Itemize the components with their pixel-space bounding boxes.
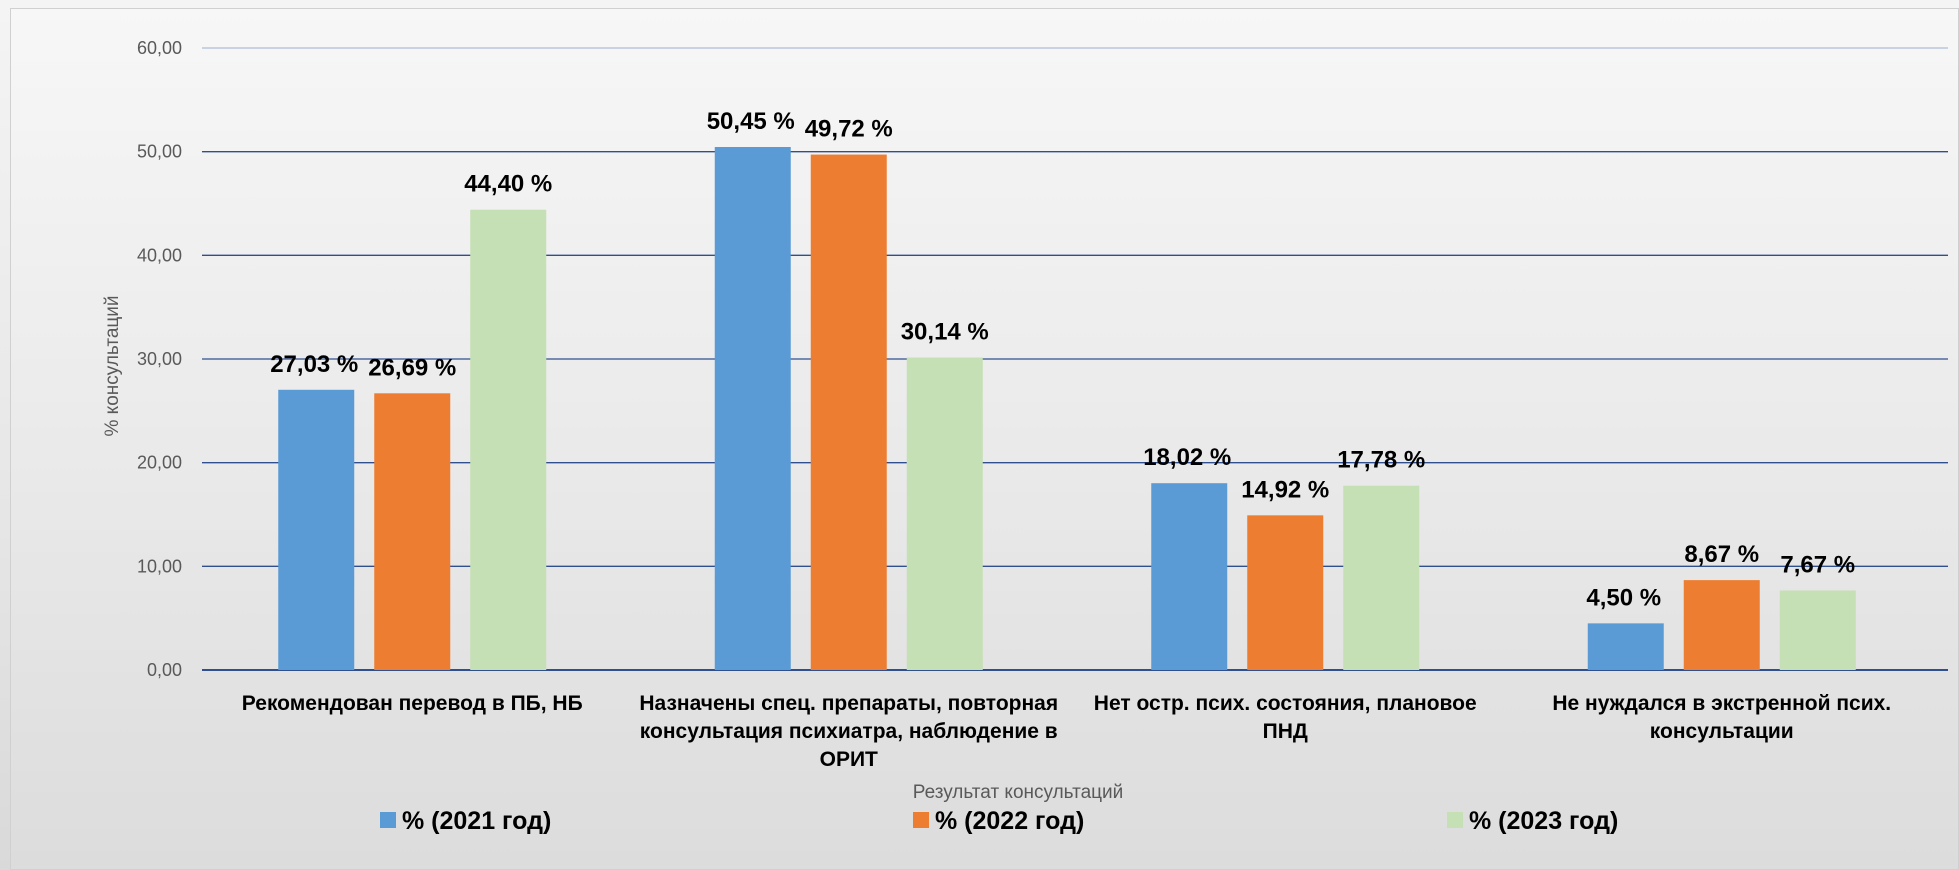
legend-label: % (2022 год) — [935, 807, 1084, 835]
bar — [1779, 590, 1856, 670]
category-label: ПНД — [1263, 720, 1308, 743]
bar — [1151, 483, 1228, 670]
legend-label: % (2021 год) — [402, 807, 551, 835]
y-tick-label: 50,00 — [137, 142, 182, 162]
bar — [470, 209, 547, 670]
y-axis-title: % консультаций — [102, 295, 123, 436]
bar — [1247, 515, 1324, 670]
data-label: 27,03 % — [270, 351, 358, 378]
legend-swatch — [380, 812, 396, 828]
bar — [1343, 485, 1420, 670]
data-label: 4,50 % — [1586, 584, 1661, 611]
bar — [906, 357, 983, 670]
data-label: 8,67 % — [1684, 541, 1759, 568]
category-label: Нет остр. псих. состояния, плановое — [1094, 692, 1477, 715]
category-label: Не нуждался в экстренной псих. — [1552, 692, 1891, 715]
bar — [1587, 623, 1664, 670]
legend-swatch — [913, 812, 929, 828]
data-label: 44,40 % — [464, 171, 552, 198]
category-label: консультация психиатра, наблюдение в — [640, 720, 1058, 743]
data-label: 30,14 % — [901, 319, 989, 346]
data-label: 50,45 % — [707, 108, 795, 135]
bar — [810, 154, 887, 670]
data-label: 18,02 % — [1143, 444, 1231, 471]
y-tick-label: 60,00 — [137, 38, 182, 58]
bar-chart: 0,00 10,00 20,00 30,00 40,00 50,00 60,00 27,03 … — [102, 38, 1948, 835]
y-tick-label: 40,00 — [137, 245, 182, 265]
bar — [374, 393, 451, 670]
y-tick-label: 20,00 — [137, 453, 182, 473]
bar — [278, 389, 355, 670]
data-label: 17,78 % — [1337, 447, 1425, 474]
x-axis-title: Результат консультаций — [913, 782, 1124, 803]
category-label: Рекомендован перевод в ПБ, НБ — [242, 692, 583, 715]
data-label: 7,67 % — [1780, 551, 1855, 578]
category-label: ОРИТ — [820, 748, 878, 771]
data-label: 26,69 % — [368, 354, 456, 381]
y-tick-label: 0,00 — [147, 660, 182, 680]
data-label: 49,72 % — [805, 116, 893, 143]
chart-frame: 0,00 10,00 20,00 30,00 40,00 50,00 60,00 27,03 … — [10, 8, 1959, 870]
category-label: консультации — [1650, 720, 1794, 743]
legend-swatch — [1447, 812, 1463, 828]
bar — [1683, 580, 1760, 670]
category-label: Назначены спец. препараты, повторная — [639, 692, 1058, 715]
legend-label: % (2023 год) — [1469, 807, 1618, 835]
y-tick-label: 10,00 — [137, 556, 182, 576]
y-tick-label: 30,00 — [137, 349, 182, 369]
bar — [714, 147, 791, 671]
data-label: 14,92 % — [1241, 476, 1329, 503]
